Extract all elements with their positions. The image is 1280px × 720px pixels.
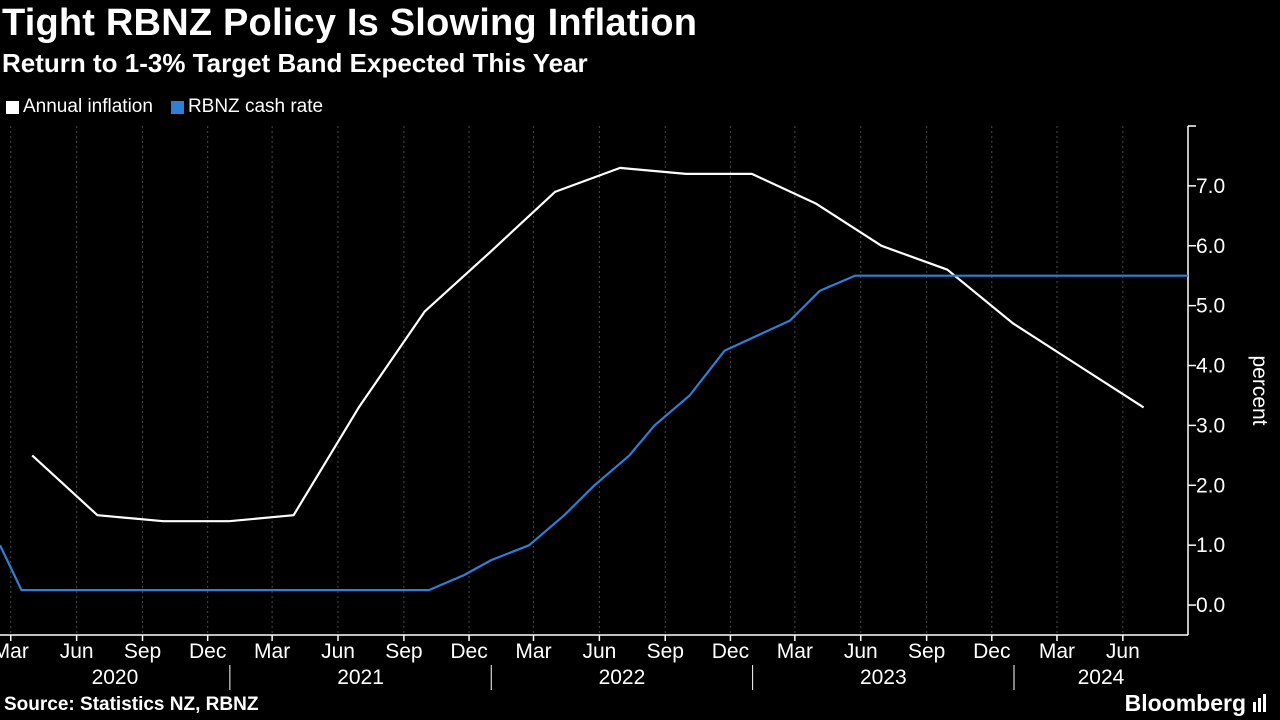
legend-label-inflation: Annual inflation bbox=[23, 96, 153, 117]
year-label: 2023 bbox=[860, 666, 907, 689]
x-tick-label: Mar bbox=[254, 640, 290, 663]
source-note: Source: Statistics NZ, RBNZ bbox=[4, 694, 259, 715]
y-axis-title: percent bbox=[1248, 355, 1271, 425]
x-tick-label: Sep bbox=[908, 640, 945, 663]
x-tick-label: Jun bbox=[321, 640, 355, 663]
x-tick-label: Jun bbox=[844, 640, 878, 663]
legend-swatch-inflation bbox=[6, 100, 19, 114]
x-tick-label: Jun bbox=[60, 640, 94, 663]
x-tick-label: Jun bbox=[1106, 640, 1140, 663]
x-tick-label: Dec bbox=[189, 640, 226, 663]
y-tick-label: 0.0 bbox=[1196, 594, 1225, 617]
chart-title: Tight RBNZ Policy Is Slowing Inflation bbox=[2, 2, 698, 44]
x-tick-label: Dec bbox=[712, 640, 749, 663]
x-tick-label: Jun bbox=[582, 640, 616, 663]
y-tick-label: 3.0 bbox=[1196, 414, 1225, 437]
y-tick-label: 2.0 bbox=[1196, 474, 1225, 497]
y-tick-label: 7.0 bbox=[1196, 175, 1225, 198]
x-tick-label: Sep bbox=[124, 640, 161, 663]
y-tick-label: 5.0 bbox=[1196, 295, 1225, 318]
year-label: 2022 bbox=[599, 666, 646, 689]
y-tick-label: 4.0 bbox=[1196, 355, 1225, 378]
legend-label-cash-rate: RBNZ cash rate bbox=[187, 96, 324, 117]
x-tick-label: Sep bbox=[647, 640, 684, 663]
x-tick-label: Dec bbox=[973, 640, 1010, 663]
brand-mark-icon bbox=[1253, 694, 1266, 712]
year-label: 2020 bbox=[92, 666, 139, 689]
year-label: 2024 bbox=[1078, 666, 1125, 689]
x-tick-label: Sep bbox=[385, 640, 422, 663]
legend-swatch-cash-rate bbox=[170, 100, 184, 114]
series-line-cash-rate bbox=[0, 274, 1188, 592]
x-tick-label: Mar bbox=[1039, 640, 1075, 663]
chart-subtitle: Return to 1-3% Target Band Expected This… bbox=[2, 48, 588, 78]
legend: Annual inflation RBNZ cash rate bbox=[6, 96, 323, 118]
x-tick-label: Mar bbox=[515, 640, 551, 663]
y-tick-label: 1.0 bbox=[1196, 534, 1225, 557]
x-tick-label: Mar bbox=[0, 640, 29, 663]
legend-item-cash-rate: RBNZ cash rate bbox=[170, 96, 324, 118]
bloomberg-logo: Bloomberg bbox=[1124, 690, 1246, 716]
x-tick-label: Mar bbox=[777, 640, 813, 663]
series-line-inflation bbox=[31, 166, 1145, 523]
legend-item-inflation: Annual inflation bbox=[6, 96, 153, 118]
y-tick-label: 6.0 bbox=[1196, 235, 1225, 258]
year-label: 2021 bbox=[337, 666, 384, 689]
x-tick-label: Dec bbox=[450, 640, 487, 663]
